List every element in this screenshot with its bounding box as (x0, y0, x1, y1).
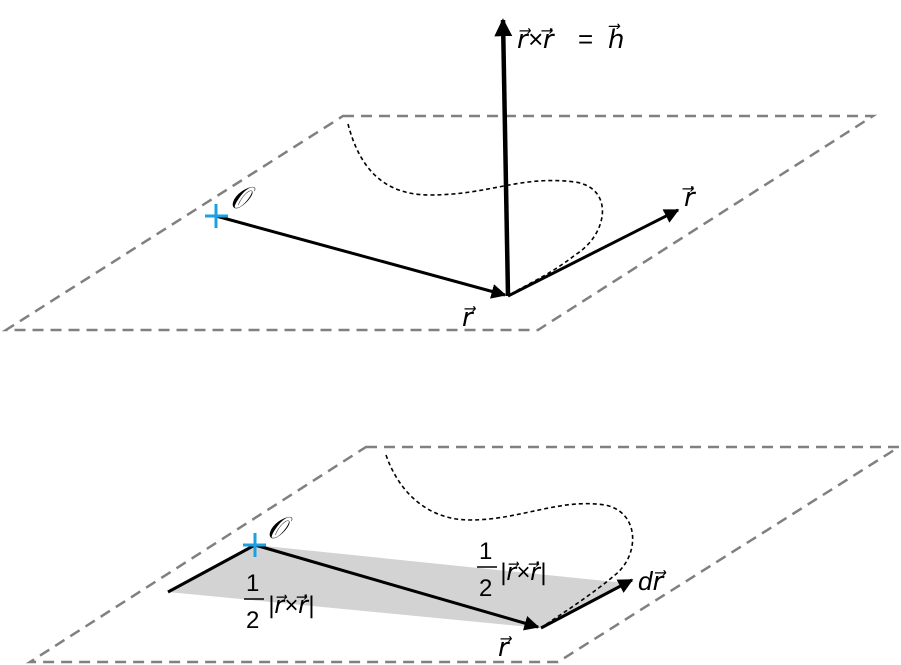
bottom-r-vector (254, 543, 540, 631)
top-h-label-lhs: r⃗×ṙ⃗ (517, 24, 556, 54)
top-rdot-label: ṙ⃗ (682, 182, 697, 212)
top-h-vector (494, 18, 513, 297)
top-origin-marker (205, 204, 228, 228)
right-fraction-numerator: 1 (479, 538, 492, 565)
top-orbit-path (347, 123, 604, 297)
bottom-origin-label: 𝒪 (267, 511, 293, 546)
right-fraction-denominator: 2 (479, 575, 492, 602)
top-h-label-eq: = (578, 24, 593, 54)
bottom-orbit-path (385, 454, 634, 628)
left-fraction-numerator: 1 (246, 570, 259, 597)
bottom-area-edge-left (167, 543, 256, 594)
right-half-area-label: 1 2 |r⃗×ṙ⃗| (477, 538, 546, 602)
top-r-label: r⃗ (462, 302, 477, 332)
top-origin-label: 𝒪 (230, 181, 256, 216)
left-fraction-denominator: 2 (246, 607, 259, 634)
left-half-area-label: 1 2 |r⃗×ṙ⃗| (244, 570, 314, 634)
bottom-dr-vector (540, 578, 634, 630)
top-rdot-vector (507, 208, 680, 298)
top-panel: 𝒪 r⃗×ṙ⃗ = h⃗ ṙ⃗ r⃗ (1, 18, 878, 332)
top-r-vector (215, 214, 507, 299)
top-h-label-rhs: h⃗ (608, 23, 624, 54)
left-abs-expression: |r⃗×ṙ⃗| (268, 592, 314, 619)
bottom-r-label: r⃗ (498, 632, 513, 662)
top-plane (1, 114, 878, 332)
bottom-origin-marker (243, 533, 266, 557)
right-abs-expression: |r⃗×ṙ⃗| (500, 559, 546, 586)
top-h-label: r⃗×ṙ⃗ = h⃗ (517, 23, 624, 54)
bottom-panel: 𝒪 1 2 |r⃗×ṙ⃗| 1 2 |r⃗×ṙ⃗| dr⃗ r⃗ (25, 445, 901, 664)
bottom-dr-label: dr⃗ (638, 566, 667, 596)
bottom-plane (25, 445, 901, 664)
